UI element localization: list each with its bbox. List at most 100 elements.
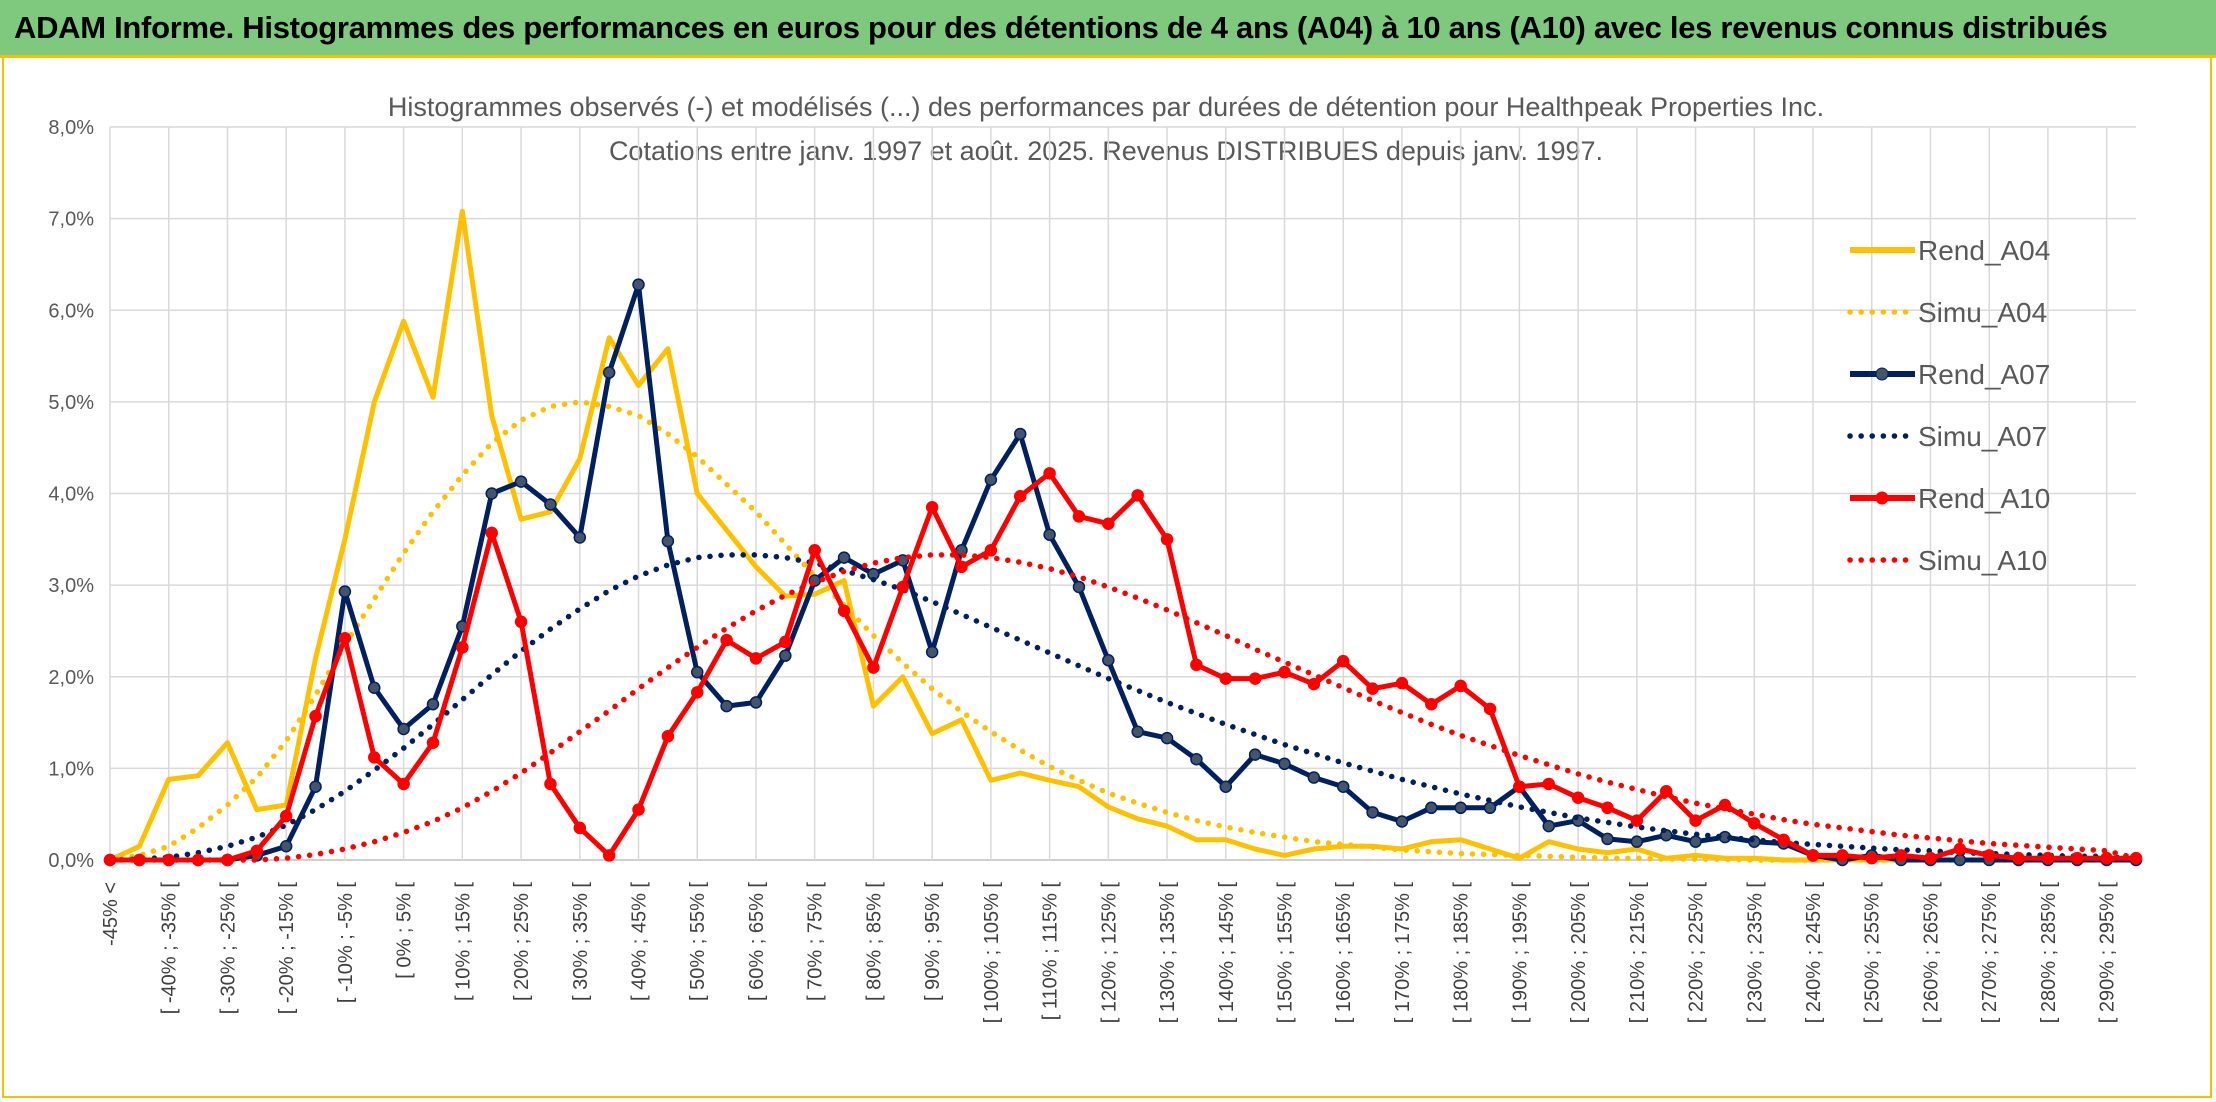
data-point (1542, 777, 1556, 791)
data-point (1425, 697, 1438, 711)
data-point (1425, 801, 1438, 815)
data-point (309, 709, 322, 723)
data-point (338, 632, 352, 645)
data-point (925, 645, 939, 659)
data-point (720, 699, 733, 713)
series-rend-a10 (103, 467, 2143, 867)
y-tick-label: 4,0% (48, 484, 94, 506)
legend-label: Simu_A10 (1918, 545, 2047, 576)
data-point (573, 821, 587, 835)
x-tick-label: [ 120% ; 125% [ (1098, 882, 1120, 1024)
data-point (1630, 835, 1644, 848)
data-point (485, 526, 498, 540)
x-tick-label: [ 0% ; 5% [ (394, 882, 416, 979)
data-point (544, 777, 557, 791)
data-point (779, 649, 792, 662)
x-tick-label: [ 60% ; 65% [ (746, 882, 768, 1001)
data-point (749, 652, 763, 665)
y-tick-label: 1,0% (48, 758, 94, 780)
data-point (808, 544, 821, 557)
data-point (1307, 677, 1321, 691)
legend-label: Rend_A10 (1918, 483, 2050, 514)
data-point (1953, 842, 1967, 856)
y-axis-ticks: 0,0% 1,0% 2,0% 3,0% 4,0% 5,0% 6,0% 7,0% 8,0% (48, 117, 94, 872)
legend-label: Rend_A04 (1918, 235, 2050, 266)
x-tick-label: [ 100% ; 105% [ (981, 882, 1003, 1024)
y-tick-label: 7,0% (48, 209, 94, 231)
data-point (837, 551, 851, 564)
x-tick-label: [ 90% ; 95% [ (922, 882, 944, 1001)
data-point (1836, 849, 1849, 862)
x-axis-ticks: -45% < [ -40% ; -35% [[ -30% ; -25% [[ -2… (100, 882, 2119, 1024)
data-point (1953, 853, 1967, 867)
page-title: ADAM Informe. Histogrammes des performan… (14, 10, 2108, 45)
data-point (690, 665, 704, 679)
data-point (2012, 851, 2025, 865)
data-point (279, 809, 293, 823)
data-point (1483, 801, 1497, 815)
data-point (984, 544, 998, 557)
data-point (1043, 528, 1056, 541)
y-tick-label: 2,0% (48, 667, 94, 689)
x-tick-label: [ 80% ; 85% [ (863, 882, 885, 1001)
x-tick-label: [ 290% ; 295% [ (2097, 882, 2119, 1024)
data-point (1336, 780, 1350, 793)
data-point (368, 681, 381, 694)
series-line (107, 552, 2139, 863)
data-point (1689, 835, 1702, 848)
data-point (1160, 731, 1174, 745)
x-tick-label: [ 110% ; 115% [ (1040, 882, 1062, 1021)
data-point (426, 697, 440, 711)
y-tick-label: 3,0% (48, 575, 94, 597)
data-point (1278, 665, 1291, 679)
data-point (279, 840, 293, 853)
legend-label: Rend_A07 (1918, 359, 2050, 390)
x-tick-label: [ 40% ; 45% [ (629, 882, 651, 1001)
legend-item-rend-a10: Rend_A10 (1850, 483, 2050, 514)
data-point (1102, 517, 1115, 530)
data-point (1131, 489, 1144, 502)
data-point (896, 580, 910, 594)
data-point (779, 635, 792, 649)
x-tick-label: [ -40% ; -35% [ (159, 882, 181, 1015)
data-point (1160, 533, 1174, 546)
data-point (1248, 672, 1262, 685)
data-point (867, 661, 880, 674)
x-tick-label: [ 240% ; 245% [ (1803, 882, 1825, 1024)
data-point (1366, 682, 1379, 695)
data-point (397, 777, 410, 791)
data-point (661, 730, 675, 743)
data-point (1336, 654, 1350, 668)
chart-subtitle: Cotations entre janv. 1997 et août. 2025… (609, 136, 1603, 166)
data-point (1219, 672, 1233, 685)
data-point (1072, 580, 1086, 594)
data-point (2071, 851, 2084, 865)
legend-marker (1875, 491, 1889, 505)
y-tick-label: 8,0% (48, 117, 94, 139)
data-point (1982, 849, 1996, 862)
x-tick-label: [ 170% ; 175% [ (1392, 882, 1414, 1024)
data-point (514, 475, 528, 488)
x-tick-label: [ 150% ; 155% [ (1274, 882, 1296, 1024)
series-line (108, 208, 2136, 863)
x-tick-label: [ 250% ; 255% [ (1862, 882, 1884, 1024)
data-point (1924, 851, 1937, 865)
x-tick-label: [ 260% ; 265% [ (1920, 882, 1942, 1024)
data-point (690, 686, 704, 699)
legend: Rend_A04 Simu_A04 Rend_A07 Simu_A07 Rend_A10… (1847, 235, 2050, 576)
series-rend-a04 (108, 208, 2136, 863)
data-point (1013, 489, 1027, 503)
data-point (1601, 832, 1614, 846)
x-tick-label: [ 130% ; 135% [ (1157, 882, 1179, 1024)
y-tick-label: 5,0% (48, 392, 94, 414)
data-point (2129, 851, 2143, 865)
y-tick-label: 0,0% (48, 850, 94, 872)
data-point (1366, 806, 1379, 819)
series-line (107, 399, 2139, 863)
data-point (1483, 702, 1497, 716)
y-tick-label: 6,0% (48, 300, 94, 322)
data-point (1806, 849, 1820, 862)
data-point (2041, 851, 2055, 865)
x-tick-label: [ 50% ; 55% [ (687, 882, 709, 1001)
chart-frame (2, 58, 2212, 1098)
